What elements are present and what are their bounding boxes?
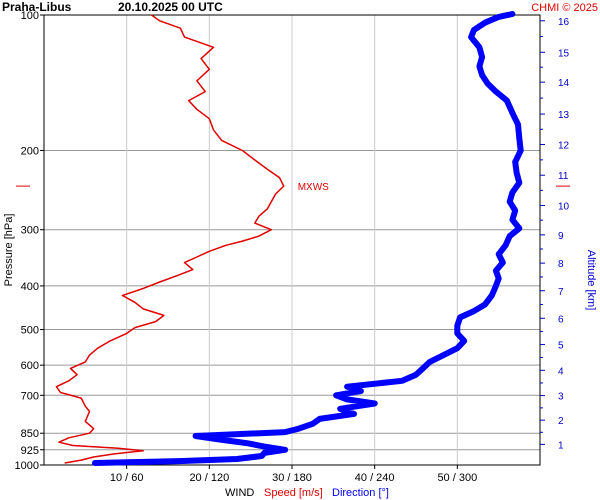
altitude-tick-label: 5	[558, 341, 564, 352]
station-name: Praha-Libus	[2, 0, 72, 14]
wind-axis: 10 / 60 20 / 120 30 / 180 40 / 240 50 / 300	[110, 465, 477, 484]
altitude-tick-label: 12	[558, 141, 570, 152]
pressure-tick-label: 500	[21, 325, 39, 337]
speed-series-line	[55, 14, 285, 464]
altitude-tick-label: 15	[558, 48, 570, 59]
wind-tick-label: 20 / 120	[189, 472, 229, 484]
pressure-tick-label: 100	[21, 10, 39, 22]
wind-tick-label: 30 / 180	[272, 472, 312, 484]
sounding-datetime: 20.10.2025 00 UTC	[118, 0, 223, 14]
altitude-tick-label: 2	[558, 416, 564, 427]
credit-text: CHMI © 2025	[531, 2, 598, 14]
pressure-axis: 100 200 300 400 500 600 700 850 925 1000	[15, 10, 44, 472]
pressure-axis-label: Pressure [hPa]	[3, 214, 15, 287]
pressure-tick-label: 600	[21, 360, 39, 372]
max-wind-marker: MXWS	[16, 182, 570, 193]
altitude-tick-label: 10	[558, 201, 570, 212]
grid	[44, 15, 540, 465]
altitude-tick-label: 7	[558, 287, 564, 298]
altitude-tick-label: 13	[558, 110, 570, 121]
altitude-tick-label: 9	[558, 231, 564, 242]
altitude-tick-label: 16	[558, 17, 570, 28]
pressure-tick-label: 200	[21, 145, 39, 157]
pressure-tick-label: 1000	[15, 460, 39, 472]
data-series	[55, 11, 524, 466]
wind-tick-label: 10 / 60	[110, 472, 144, 484]
altitude-tick-label: 3	[558, 392, 564, 403]
direction-series-line	[92, 11, 524, 466]
pressure-tick-label: 850	[21, 428, 39, 440]
wind-tick-label: 40 / 240	[355, 472, 395, 484]
altitude-tick-label: 14	[558, 78, 570, 89]
direction-axis-label: Direction [°]	[332, 487, 389, 499]
pressure-tick-label: 700	[21, 390, 39, 402]
altitude-axis-label: Altitude [km]	[585, 250, 597, 311]
altitude-tick-label: 6	[558, 314, 564, 325]
altitude-tick-label: 8	[558, 259, 564, 270]
mxws-label: MXWS	[298, 182, 329, 193]
speed-axis-label: Speed [m/s]	[264, 487, 323, 499]
pressure-tick-label: 300	[21, 225, 39, 237]
altitude-tick-label: 4	[558, 366, 564, 377]
wind-axis-label: WIND	[225, 487, 254, 499]
pressure-tick-label: 400	[21, 281, 39, 293]
altitude-tick-label: 1	[558, 440, 564, 451]
wind-tick-label: 50 / 300	[437, 472, 477, 484]
altitude-tick-label: 11	[558, 171, 569, 182]
pressure-tick-label: 925	[21, 445, 39, 457]
